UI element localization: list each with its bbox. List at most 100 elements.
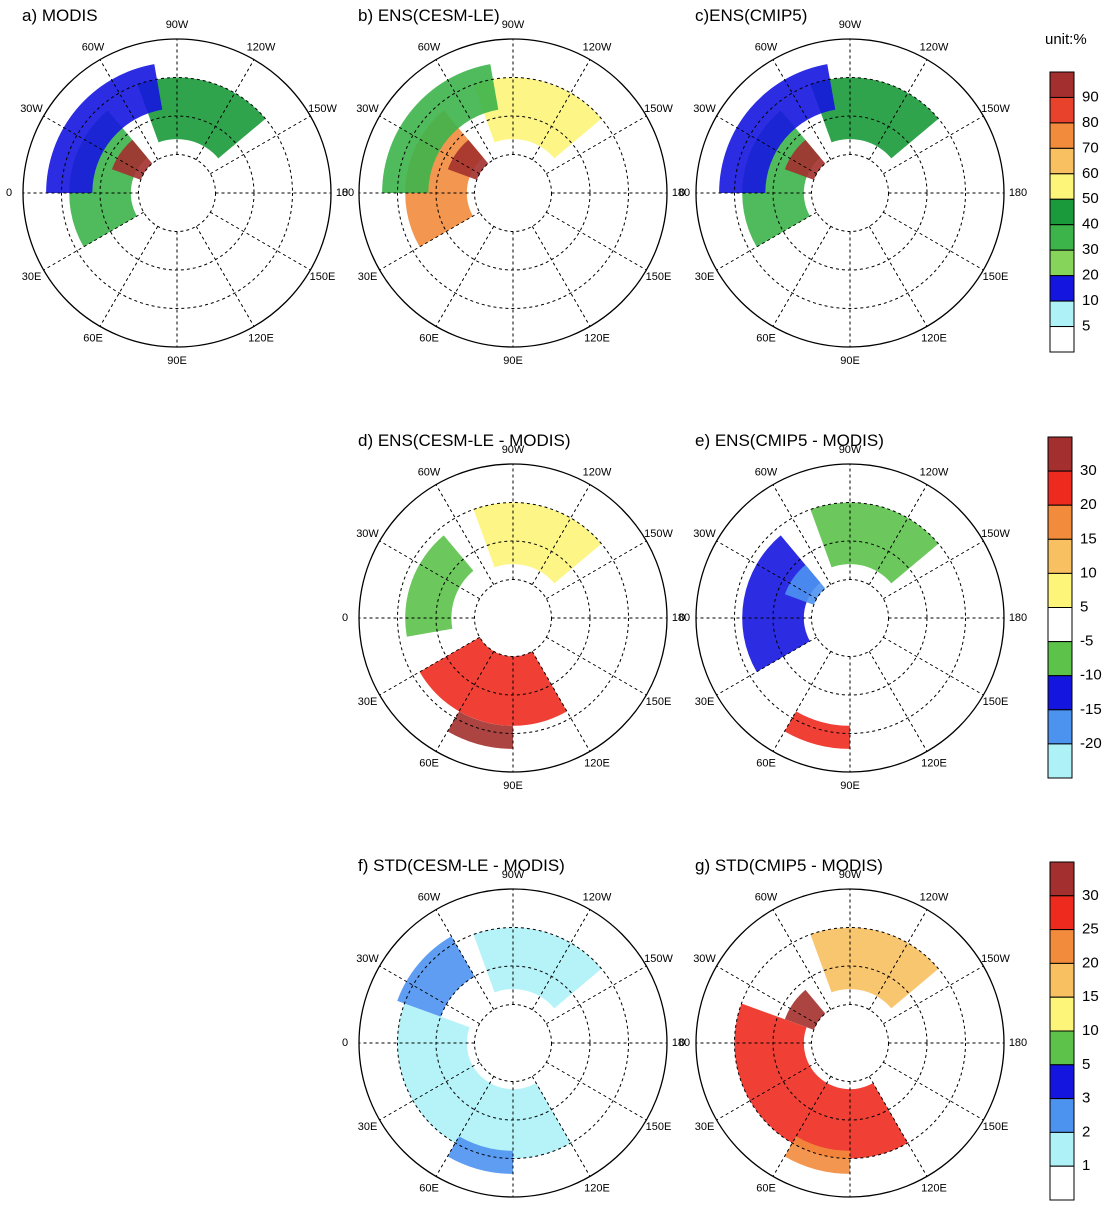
meridian xyxy=(546,637,646,695)
field-patch xyxy=(810,928,938,1009)
longitude-label: 60W xyxy=(418,41,441,53)
colorbar-label: 20 xyxy=(1082,267,1099,284)
field-patch xyxy=(473,928,601,1009)
colorbar: 30252015105321 xyxy=(1050,862,1099,1200)
colorbar-box xyxy=(1050,250,1074,275)
meridian xyxy=(436,226,494,326)
longitude-label: 30W xyxy=(693,528,716,540)
longitude-label: 120W xyxy=(920,466,949,478)
longitude-label: 0 xyxy=(679,187,685,199)
longitude-label: 30E xyxy=(695,1121,715,1133)
longitude-label: 120E xyxy=(921,1182,947,1194)
colorbar-box xyxy=(1050,1099,1074,1133)
longitude-label: 120E xyxy=(921,332,947,344)
longitude-label: 150W xyxy=(644,103,673,115)
colorbar-box xyxy=(1050,997,1074,1031)
panel-title: d) ENS(CESM-LE - MODIS) xyxy=(358,431,571,450)
longitude-label: 0 xyxy=(342,612,348,624)
longitude-label: 150E xyxy=(646,271,672,283)
colorbar-box xyxy=(1050,148,1074,173)
latitude-circle xyxy=(139,155,216,232)
longitude-label: 0 xyxy=(679,1037,685,1049)
longitude-label: 30E xyxy=(358,271,378,283)
colorbar-box xyxy=(1050,1065,1074,1099)
colorbar-label: 30 xyxy=(1082,241,1099,258)
colorbar-label: 2 xyxy=(1082,1123,1090,1140)
longitude-label: 120E xyxy=(921,757,947,769)
map-panel: c)ENS(CMIP5)90W120W150W180150E120E90E60E… xyxy=(679,6,1027,367)
colorbar-box xyxy=(1050,72,1074,97)
longitude-label: 120E xyxy=(584,1182,610,1194)
meridian xyxy=(196,226,254,326)
longitude-label: 150E xyxy=(983,271,1009,283)
colorbar-box xyxy=(1050,225,1074,250)
longitude-label: 90E xyxy=(840,780,860,792)
figure: a) MODIS90W120W150W180150E120E90E60E30E0… xyxy=(0,0,1106,1206)
meridian xyxy=(883,637,983,695)
longitude-label: 30W xyxy=(693,953,716,965)
longitude-label: 150W xyxy=(981,528,1010,540)
longitude-label: 90E xyxy=(503,780,523,792)
latitude-circle xyxy=(475,1005,552,1082)
longitude-label: 150W xyxy=(644,953,673,965)
longitude-label: 120W xyxy=(583,891,612,903)
colorbar-box xyxy=(1050,174,1074,199)
longitude-label: 0 xyxy=(6,187,12,199)
longitude-label: 120W xyxy=(920,41,949,53)
longitude-label: 120W xyxy=(583,466,612,478)
colorbar-box xyxy=(1050,1166,1074,1200)
colorbar-label: -20 xyxy=(1080,735,1102,752)
colorbar-label: 60 xyxy=(1082,165,1099,182)
colorbar-box xyxy=(1050,896,1074,930)
longitude-label: 90W xyxy=(166,19,189,31)
longitude-label: 120E xyxy=(584,757,610,769)
colorbar-box xyxy=(1050,930,1074,964)
meridian xyxy=(869,226,927,326)
longitude-label: 60E xyxy=(419,332,439,344)
panel-title: c)ENS(CMIP5) xyxy=(695,6,807,25)
longitude-label: 180 xyxy=(1009,1037,1027,1049)
colorbar-box xyxy=(1050,199,1074,224)
colorbar-box xyxy=(1050,327,1074,352)
colorbar-label: 15 xyxy=(1080,530,1097,547)
colorbar-label: 1 xyxy=(1082,1157,1090,1174)
latitude-circle xyxy=(812,155,889,232)
longitude-label: 0 xyxy=(679,612,685,624)
colorbar-label: 20 xyxy=(1082,954,1099,971)
colorbar-box xyxy=(1050,301,1074,326)
longitude-label: 90W xyxy=(502,869,525,881)
colorbar-label: 5 xyxy=(1080,598,1088,615)
longitude-label: 120W xyxy=(583,41,612,53)
longitude-label: 30E xyxy=(695,271,715,283)
map-panel: d) ENS(CESM-LE - MODIS)90W120W150W180150… xyxy=(342,431,690,792)
meridian xyxy=(100,226,158,326)
panel-title: b) ENS(CESM-LE) xyxy=(358,6,500,25)
latitude-circle xyxy=(475,155,552,232)
colorbar-box xyxy=(1048,573,1072,607)
colorbar-label: 3 xyxy=(1082,1090,1090,1107)
longitude-label: 150E xyxy=(983,1121,1009,1133)
colorbar-label: 5 xyxy=(1082,1056,1090,1073)
longitude-label: 30W xyxy=(356,103,379,115)
colorbar-label: 70 xyxy=(1082,139,1099,156)
colorbar-box xyxy=(1048,744,1072,778)
colorbar-box xyxy=(1050,1031,1074,1065)
colorbar-box xyxy=(1048,471,1072,505)
colorbar-box xyxy=(1050,97,1074,122)
longitude-label: 150W xyxy=(644,528,673,540)
meridian xyxy=(532,226,590,326)
longitude-label: 180 xyxy=(1009,187,1027,199)
meridian xyxy=(773,226,831,326)
longitude-label: 150E xyxy=(646,696,672,708)
longitude-label: 60E xyxy=(756,757,776,769)
longitude-label: 60E xyxy=(419,1182,439,1194)
longitude-label: 0 xyxy=(342,187,348,199)
colorbar-label: 90 xyxy=(1082,88,1099,105)
longitude-label: 30E xyxy=(358,696,378,708)
colorbar-box xyxy=(1050,276,1074,301)
longitude-label: 150W xyxy=(981,103,1010,115)
colorbar-label: 15 xyxy=(1082,988,1099,1005)
colorbar-box xyxy=(1050,862,1074,896)
map-panel: g) STD(CMIP5 - MODIS)90W120W150W180150E1… xyxy=(679,856,1027,1206)
